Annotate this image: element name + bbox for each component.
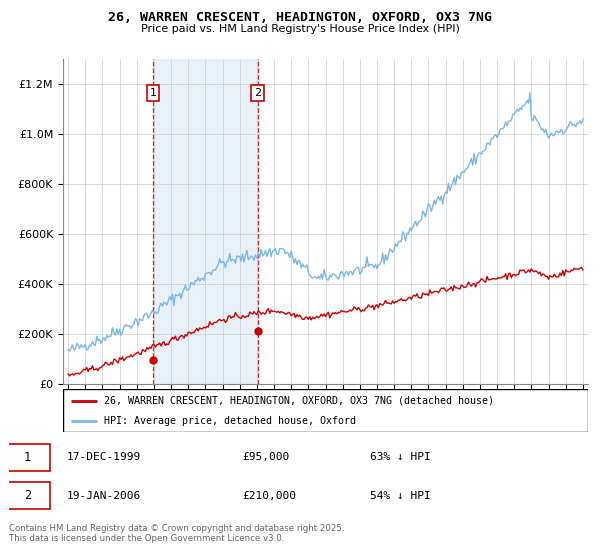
Text: 26, WARREN CRESCENT, HEADINGTON, OXFORD, OX3 7NG (detached house): 26, WARREN CRESCENT, HEADINGTON, OXFORD,… xyxy=(104,396,494,406)
Text: 1: 1 xyxy=(150,88,157,98)
Text: £210,000: £210,000 xyxy=(242,491,296,501)
Text: 63% ↓ HPI: 63% ↓ HPI xyxy=(370,452,431,462)
Text: 2: 2 xyxy=(254,88,261,98)
Text: 1: 1 xyxy=(24,451,31,464)
Text: 19-JAN-2006: 19-JAN-2006 xyxy=(67,491,142,501)
Text: £95,000: £95,000 xyxy=(242,452,289,462)
Text: 26, WARREN CRESCENT, HEADINGTON, OXFORD, OX3 7NG: 26, WARREN CRESCENT, HEADINGTON, OXFORD,… xyxy=(108,11,492,24)
Text: Price paid vs. HM Land Registry's House Price Index (HPI): Price paid vs. HM Land Registry's House … xyxy=(140,24,460,34)
Text: 2: 2 xyxy=(24,489,31,502)
Text: 17-DEC-1999: 17-DEC-1999 xyxy=(67,452,142,462)
Text: 54% ↓ HPI: 54% ↓ HPI xyxy=(370,491,431,501)
Text: HPI: Average price, detached house, Oxford: HPI: Average price, detached house, Oxfo… xyxy=(104,417,356,426)
FancyBboxPatch shape xyxy=(6,482,50,510)
Text: Contains HM Land Registry data © Crown copyright and database right 2025.
This d: Contains HM Land Registry data © Crown c… xyxy=(9,524,344,543)
Bar xyxy=(153,59,257,384)
FancyBboxPatch shape xyxy=(6,444,50,471)
